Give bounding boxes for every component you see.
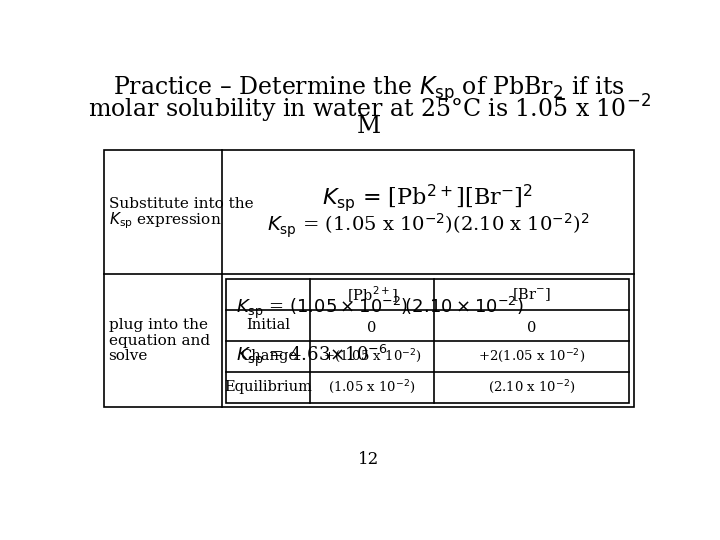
Text: 0: 0 xyxy=(367,321,377,335)
Text: [Br$^{-}$]: [Br$^{-}$] xyxy=(512,286,552,303)
Text: +(1.05 x 10$^{-2}$): +(1.05 x 10$^{-2}$) xyxy=(323,348,421,365)
Text: (1.05 x 10$^{-2}$): (1.05 x 10$^{-2}$) xyxy=(328,379,416,396)
Text: $K_{\mathrm{sp}}$ = (1.05 x 10$^{-2}$)(2.10 x 10$^{-2}$)$^2$: $K_{\mathrm{sp}}$ = (1.05 x 10$^{-2}$)(2… xyxy=(266,212,589,240)
Text: M: M xyxy=(357,115,381,138)
Text: $K_{\mathrm{sp}}$ expression: $K_{\mathrm{sp}}$ expression xyxy=(109,211,221,232)
Text: molar solubility in water at 25°C is 1.05 x 10$^{-2}$: molar solubility in water at 25°C is 1.0… xyxy=(88,92,650,125)
Text: (2.10 x 10$^{-2}$): (2.10 x 10$^{-2}$) xyxy=(488,379,575,396)
Text: plug into the: plug into the xyxy=(109,319,207,333)
Bar xyxy=(226,279,629,403)
Text: 12: 12 xyxy=(359,450,379,468)
Text: 0: 0 xyxy=(527,321,536,335)
Text: Substitute into the: Substitute into the xyxy=(109,197,253,211)
Text: solve: solve xyxy=(109,349,148,363)
Text: Change: Change xyxy=(240,349,297,363)
Text: Practice – Determine the $K_{\mathrm{sp}}$ of PbBr$_2$ if its: Practice – Determine the $K_{\mathrm{sp}… xyxy=(113,74,625,105)
Text: Equilibrium: Equilibrium xyxy=(225,380,312,394)
Bar xyxy=(104,150,634,408)
Text: equation and: equation and xyxy=(109,334,210,348)
Text: [Pb$^{2+}$]: [Pb$^{2+}$] xyxy=(346,284,397,305)
Text: $K_{\mathrm{sp}}$ = 4.63$\times$10$^{-6}$: $K_{\mathrm{sp}}$ = 4.63$\times$10$^{-6}… xyxy=(235,343,387,369)
Text: +2(1.05 x 10$^{-2}$): +2(1.05 x 10$^{-2}$) xyxy=(478,348,585,365)
Text: $K_{\mathrm{sp}}$ = $\left(1.05\times10^{-2}\right)\!\left(2.10\times10^{-2}\rig: $K_{\mathrm{sp}}$ = $\left(1.05\times10^… xyxy=(235,295,523,321)
Text: $K_{\mathrm{sp}}$ = [Pb$^{2+}$][Br$^{-}$]$^2$: $K_{\mathrm{sp}}$ = [Pb$^{2+}$][Br$^{-}$… xyxy=(323,182,534,214)
Text: Initial: Initial xyxy=(246,319,290,332)
